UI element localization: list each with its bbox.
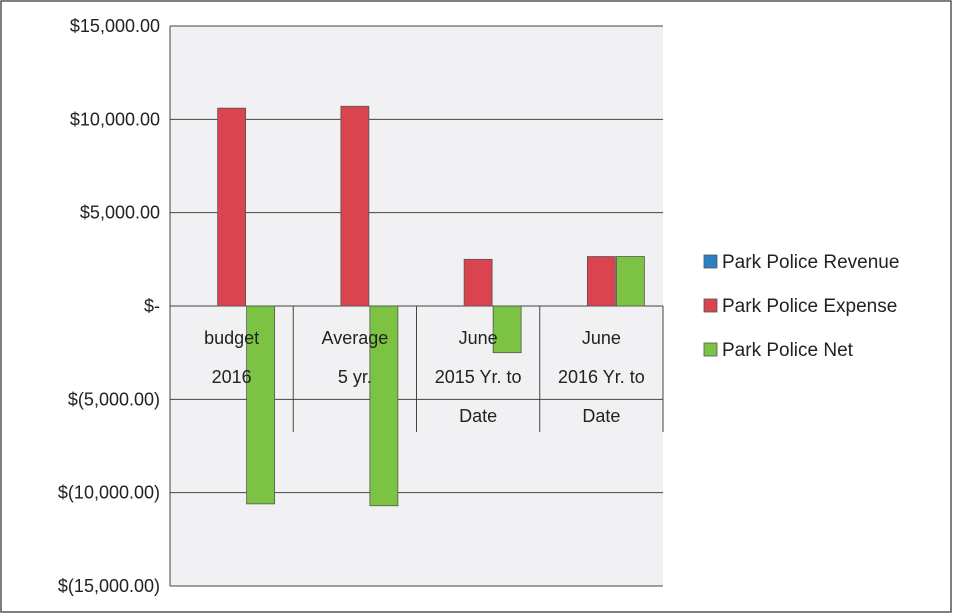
bar (463, 258, 493, 307)
y-tick-label: $- (144, 296, 160, 316)
legend: Park Police Revenue Park Police Expense Pa… (703, 252, 899, 361)
bar (217, 107, 247, 307)
legend-label: Park Police Revenue (722, 252, 899, 273)
category-label: Date (459, 406, 497, 426)
category-label: June (459, 328, 498, 348)
y-axis-labels: $15,000.00 $10,000.00 $5,000.00 $- $(5,000.0… (58, 16, 160, 596)
category-label: budget (204, 328, 259, 348)
y-tick-label: $(15,000.00) (58, 576, 160, 596)
bar (615, 256, 645, 307)
category-label: Date (582, 406, 620, 426)
y-tick-label: $(10,000.00) (58, 483, 160, 503)
bar (340, 105, 370, 307)
category-label: 5 yr. (338, 367, 372, 387)
bar (586, 256, 616, 307)
y-tick-label: $15,000.00 (70, 16, 160, 36)
category-label: 2015 Yr. to (435, 367, 522, 387)
bar (369, 305, 399, 507)
category-label: June (582, 328, 621, 348)
legend-label: Park Police Expense (722, 296, 897, 317)
category-label: 2016 Yr. to (558, 367, 645, 387)
bar (492, 305, 522, 354)
y-tick-label: $10,000.00 (70, 109, 160, 129)
bars (217, 105, 645, 507)
category-labels: budget 2016 Average 5 yr. June 2015 Yr. to Dat… (204, 328, 645, 426)
y-tick-label: $5,000.00 (80, 203, 160, 223)
category-label: 2016 (212, 367, 252, 387)
category-dividers (292, 306, 664, 432)
category-label: Average (322, 328, 389, 348)
legend-swatch (703, 342, 718, 357)
y-tick-label: $(5,000.00) (68, 389, 160, 409)
bar (246, 305, 276, 505)
legend-label: Park Police Net (722, 340, 854, 361)
legend-swatch (703, 298, 718, 313)
legend-swatch (703, 254, 718, 269)
